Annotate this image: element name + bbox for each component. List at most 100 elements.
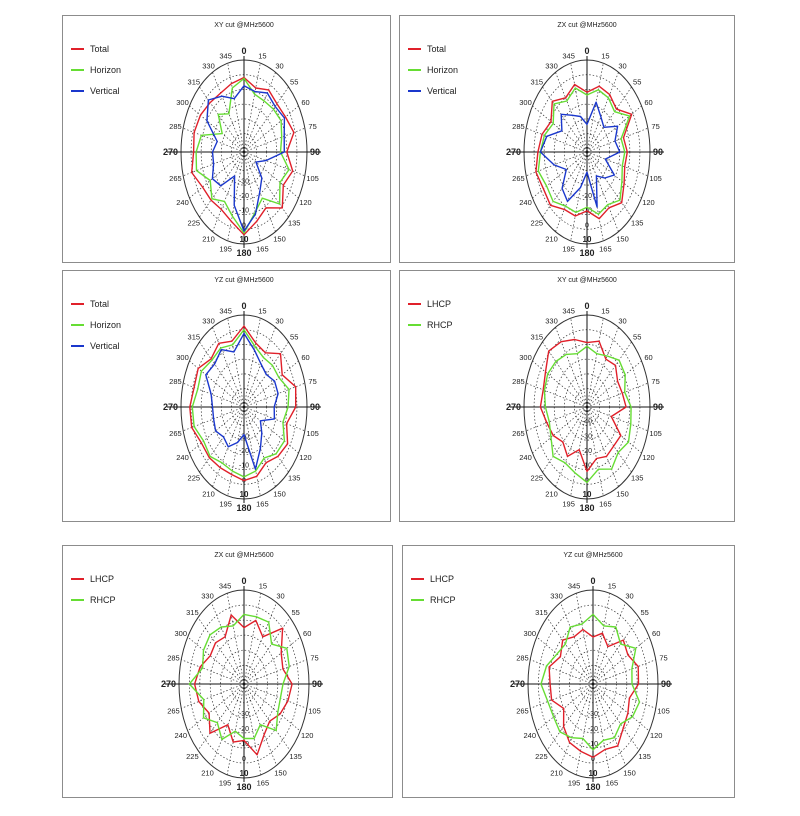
- grid-spoke: [575, 593, 594, 685]
- angle-tick-label: 270: [161, 679, 176, 689]
- grid-spoke: [227, 63, 245, 153]
- series-trace-horizon: [537, 87, 631, 215]
- legend-label-vertical: Vertical: [90, 341, 120, 351]
- angle-tick-label: 345: [219, 51, 232, 60]
- angle-tick-label: 240: [524, 731, 537, 740]
- grid-spoke: [530, 659, 594, 685]
- radial-tick-label: -40: [582, 419, 592, 426]
- legend-label-horizon: Horizon: [90, 65, 121, 75]
- grid-spoke: [586, 406, 619, 487]
- grid-spoke: [536, 683, 594, 732]
- grid-spoke: [243, 63, 261, 153]
- radial-tick-label: 0: [242, 756, 246, 763]
- angle-tick-label: 60: [644, 98, 652, 107]
- legend-label-lhcp: LHCP: [90, 574, 114, 584]
- grid-spoke: [542, 341, 588, 408]
- grid-spoke: [575, 683, 594, 775]
- grid-spoke: [243, 683, 262, 775]
- radial-tick-label: -10: [588, 741, 598, 748]
- angle-tick-label: 265: [169, 429, 182, 438]
- grid-spoke: [592, 683, 640, 751]
- radial-tick-label: -10: [239, 208, 249, 215]
- grid-spoke: [586, 327, 619, 408]
- angle-tick-label: 75: [310, 654, 318, 663]
- angle-tick-label: 210: [202, 235, 215, 244]
- angle-tick-label: 225: [188, 474, 201, 483]
- radial-tick-label: 0: [591, 756, 595, 763]
- angle-tick-label: 210: [201, 768, 214, 777]
- angle-tick-label: 210: [545, 490, 558, 499]
- grid-spoke: [243, 602, 277, 685]
- legend-label-rhcp: RHCP: [90, 595, 116, 605]
- radial-tick-label: -30: [582, 433, 592, 440]
- series-trace-rhcp: [543, 345, 632, 484]
- grid-spoke: [586, 151, 619, 232]
- series-trace-lhcp: [539, 338, 627, 473]
- radial-tick-label: 10: [583, 490, 592, 499]
- legend-label-vertical: Vertical: [427, 86, 457, 96]
- grid-spoke: [586, 72, 619, 153]
- angle-tick-label: 150: [616, 235, 629, 244]
- grid-spoke: [211, 602, 245, 685]
- angle-tick-label: 0: [584, 46, 589, 56]
- angle-tick-label: 270: [163, 147, 178, 157]
- angle-tick-label: 195: [219, 500, 232, 509]
- angle-tick-label: 55: [290, 332, 298, 341]
- angle-tick-label: 265: [512, 174, 525, 183]
- angle-tick-label: 165: [599, 500, 612, 509]
- angle-tick-label: 240: [519, 453, 532, 462]
- angle-tick-label: 165: [256, 245, 269, 254]
- grid-spoke: [243, 151, 289, 218]
- grid-spoke: [243, 360, 299, 408]
- legend-label-total: Total: [90, 44, 109, 54]
- radial-tick-label: -20: [582, 448, 592, 455]
- angle-tick-label: 285: [512, 122, 525, 131]
- grid-spoke: [199, 86, 245, 153]
- grid-spoke: [555, 72, 588, 153]
- grid-spoke: [243, 151, 261, 241]
- angle-tick-label: 0: [241, 46, 246, 56]
- radial-tick-label: -20: [239, 193, 249, 200]
- angle-tick-label: 75: [308, 377, 316, 386]
- legend-label-lhcp: LHCP: [430, 574, 454, 584]
- angle-tick-label: 330: [545, 61, 558, 70]
- angle-tick-label: 300: [176, 98, 189, 107]
- grid-spoke: [592, 659, 656, 685]
- grid-spoke: [586, 86, 632, 153]
- angle-tick-label: 135: [638, 752, 651, 761]
- grid-spoke: [546, 683, 594, 751]
- grid-spoke: [526, 382, 588, 408]
- angle-tick-label: 180: [579, 248, 594, 258]
- radial-tick-label: 0: [585, 222, 589, 229]
- angle-tick-label: 285: [167, 654, 180, 663]
- radial-tick-label: -20: [588, 726, 598, 733]
- grid-spoke: [586, 151, 632, 218]
- grid-spoke: [570, 63, 588, 153]
- angle-tick-label: 315: [535, 608, 548, 617]
- angle-tick-label: 150: [274, 768, 287, 777]
- angle-tick-label: 75: [659, 654, 667, 663]
- angle-tick-label: 15: [258, 51, 266, 60]
- angle-tick-label: 195: [219, 245, 232, 254]
- grid-spoke: [592, 683, 626, 766]
- grid-spoke: [199, 341, 245, 408]
- chart-panel-3: YZ cut @MHz5600 0 15 30 55 60 75 90 105 120 135 150…: [62, 270, 391, 522]
- angle-tick-label: 270: [163, 402, 178, 412]
- angle-tick-label: 225: [531, 219, 544, 228]
- angle-tick-label: 150: [623, 768, 636, 777]
- grid-spoke: [183, 127, 245, 153]
- series-trace-horizon: [195, 77, 290, 234]
- polar-chart-svg: ZX cut @MHz5600 0 15 30 55 60 75 90 105 120 135150…: [71, 552, 323, 792]
- angle-tick-label: 225: [188, 219, 201, 228]
- angle-tick-label: 135: [631, 219, 644, 228]
- angle-tick-label: 0: [584, 301, 589, 311]
- radial-tick-label: 10: [583, 235, 592, 244]
- angle-tick-label: 150: [616, 490, 629, 499]
- chart-title: ZX cut @MHz5600: [557, 22, 616, 29]
- grid-spoke: [530, 683, 594, 709]
- chart-title: XY cut @MHz5600: [214, 22, 274, 29]
- angle-tick-label: 105: [649, 429, 662, 438]
- angle-tick-label: 300: [176, 353, 189, 362]
- angle-tick-label: 345: [562, 306, 575, 315]
- grid-spoke: [226, 593, 245, 685]
